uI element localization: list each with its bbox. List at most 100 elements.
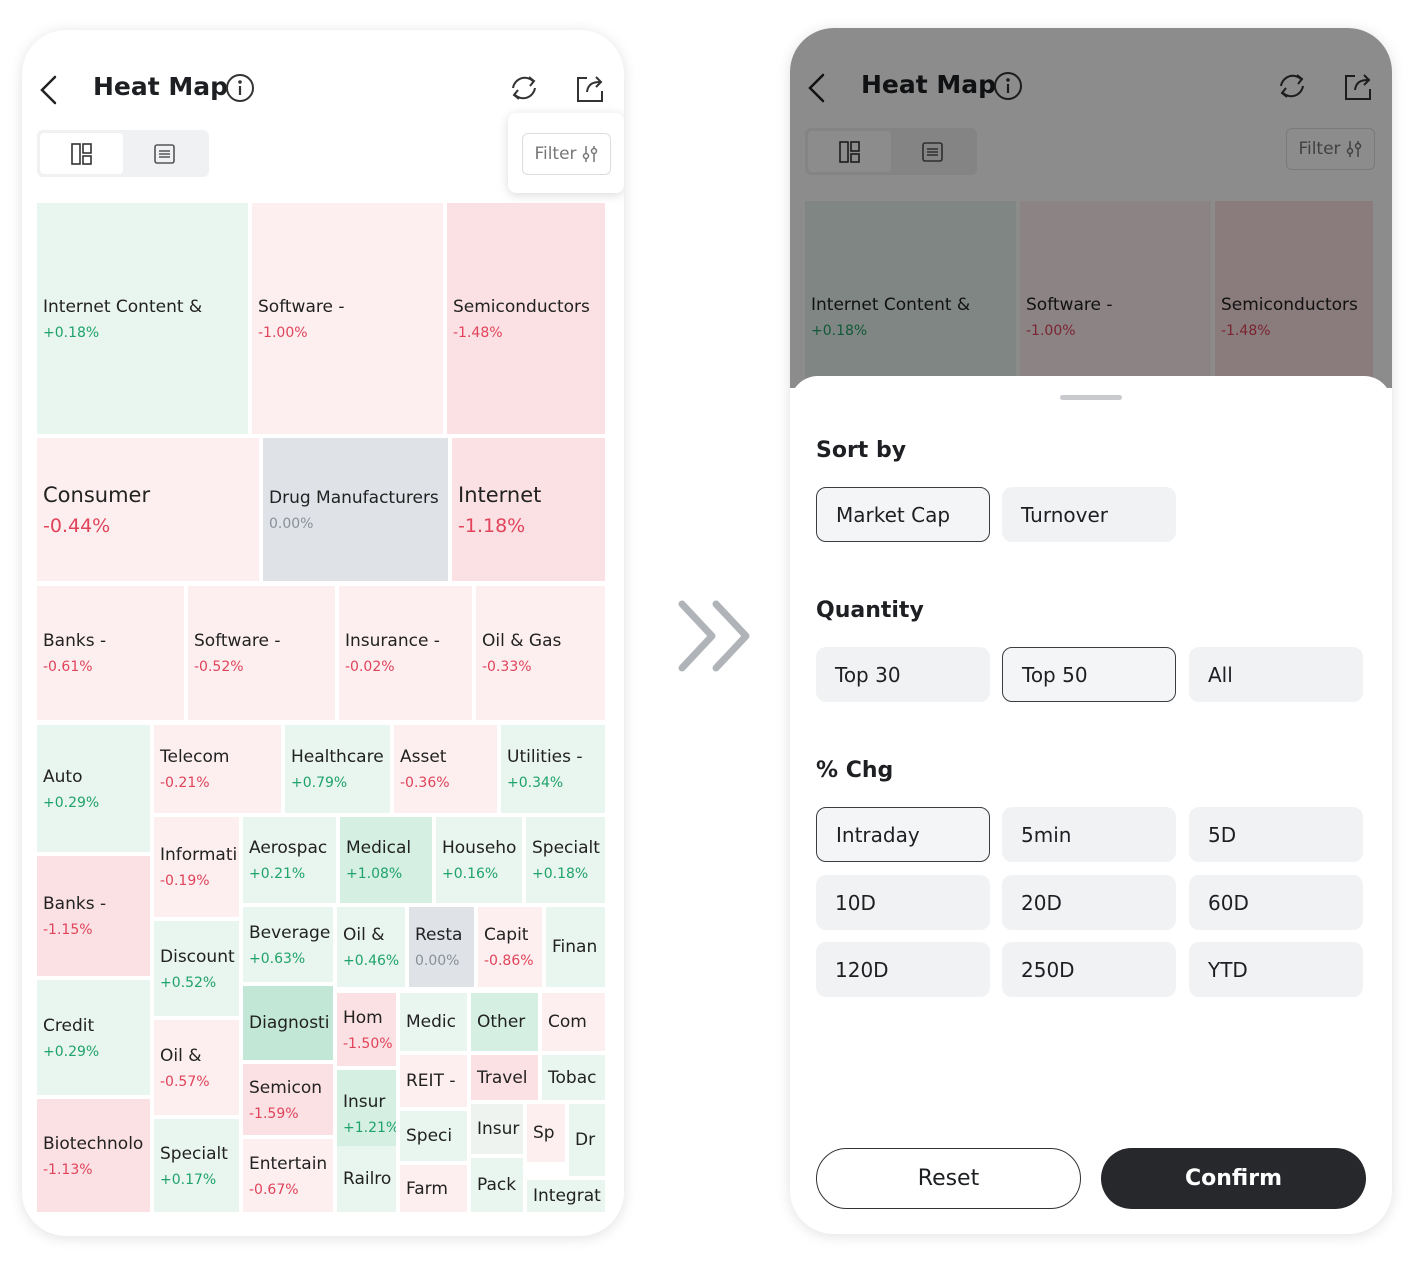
section-title: Quantity (816, 598, 924, 623)
tile[interactable]: Utilities - +0.34% (501, 725, 605, 813)
tile[interactable]: Biotechnolo -1.13% (37, 1099, 150, 1212)
tile[interactable]: Hom -1.50% (337, 993, 396, 1066)
phone-right: Heat Map Filter Internet Content & +0.18% So… (790, 28, 1392, 1234)
tile[interactable]: Specialt +0.17% (154, 1119, 239, 1212)
option-button[interactable]: 120D (816, 942, 990, 997)
tile[interactable]: Beverage +0.63% (243, 907, 333, 982)
tile-chg: +0.29% (43, 1043, 100, 1060)
tile-name: Semicon (249, 1077, 323, 1098)
confirm-button[interactable]: Confirm (1101, 1148, 1366, 1209)
tile[interactable]: Consumer -0.44% (37, 438, 259, 581)
tile[interactable]: Semicon -1.59% (243, 1064, 333, 1135)
tile[interactable]: Resta 0.00% (409, 907, 474, 987)
tile-name: Discount (160, 946, 235, 967)
option-button[interactable]: 250D (1002, 942, 1176, 997)
tile-chg: +0.17% (160, 1171, 217, 1188)
option-button[interactable]: 60D (1189, 875, 1363, 930)
tile-name: Pack (477, 1175, 517, 1195)
tile[interactable]: Insurance - -0.02% (339, 586, 472, 720)
tile-name: Credit (43, 1015, 95, 1036)
tile[interactable]: Software - -0.52% (188, 586, 335, 720)
tile[interactable]: Farm (400, 1165, 467, 1212)
share-icon[interactable] (575, 73, 605, 109)
tile[interactable]: Oil & +0.46% (337, 907, 405, 987)
refresh-icon[interactable] (1277, 71, 1307, 105)
tile-chg: +0.46% (343, 953, 400, 969)
tile[interactable]: Medical +1.08% (340, 817, 432, 903)
option-button[interactable]: 5D (1189, 807, 1363, 862)
option-button[interactable]: Intraday (816, 807, 990, 862)
option-button[interactable]: All (1189, 647, 1363, 702)
tile[interactable]: Oil & Gas -0.33% (476, 586, 605, 720)
tile[interactable]: Speci (400, 1111, 467, 1161)
option-button[interactable]: Market Cap (816, 487, 990, 542)
tile[interactable]: Banks - -0.61% (37, 586, 184, 720)
tile[interactable]: Sp (527, 1104, 565, 1162)
tile[interactable]: REIT - (400, 1055, 467, 1107)
back-icon[interactable] (37, 74, 61, 110)
tile[interactable]: Software - -1.00% (252, 203, 443, 434)
tile[interactable]: Diagnosti (243, 986, 333, 1060)
tile[interactable]: Railro (337, 1146, 396, 1212)
tile-chg: +0.16% (442, 866, 499, 882)
tile[interactable]: Internet Content & +0.18% (37, 203, 248, 434)
tile-chg: -0.33% (482, 659, 532, 675)
tab-treemap[interactable] (808, 131, 891, 172)
tile[interactable]: Aerospac +0.21% (243, 817, 336, 903)
tile-chg: -1.00% (258, 324, 308, 341)
tile[interactable]: Telecom -0.21% (154, 725, 281, 813)
tile[interactable]: Capit -0.86% (478, 907, 542, 987)
filter-button[interactable]: Filter (522, 133, 611, 175)
tile[interactable]: Insur (471, 1104, 523, 1154)
tile[interactable]: Insur +1.21% (337, 1070, 396, 1158)
tile[interactable]: Drug Manufacturers 0.00% (263, 438, 448, 581)
tile[interactable]: Discount +0.52% (154, 921, 239, 1016)
tile[interactable]: Banks - -1.15% (37, 856, 150, 976)
refresh-icon[interactable] (509, 73, 539, 107)
tile[interactable]: Specialt +0.18% (526, 817, 605, 903)
header-title: Heat Map (861, 70, 997, 99)
tile[interactable]: Househo +0.16% (436, 817, 522, 903)
tab-list[interactable] (123, 133, 206, 174)
share-icon[interactable] (1343, 71, 1373, 107)
tile-name: Banks - (43, 631, 107, 651)
option-button[interactable]: Top 50 (1002, 647, 1176, 702)
option-button[interactable]: 5min (1002, 807, 1176, 862)
tile[interactable]: Oil & -0.57% (154, 1020, 239, 1115)
tile-name: Dr (575, 1130, 596, 1150)
option-button[interactable]: 20D (1002, 875, 1176, 930)
info-icon[interactable] (993, 71, 1023, 105)
tile[interactable]: Informati -0.19% (154, 817, 239, 917)
tile[interactable]: Other (471, 993, 538, 1051)
tile[interactable]: Com (542, 993, 605, 1051)
tile-name: Software - (194, 631, 281, 651)
tile[interactable]: Semiconductors -1.48% (447, 203, 605, 434)
dim-overlay (790, 28, 1392, 388)
tile[interactable]: Dr (569, 1104, 605, 1176)
tile[interactable]: Medic (400, 993, 467, 1051)
reset-button[interactable]: Reset (816, 1148, 1081, 1209)
option-button[interactable]: Turnover (1002, 487, 1176, 542)
tile[interactable]: Healthcare +0.79% (285, 725, 390, 813)
tile[interactable]: Credit +0.29% (37, 980, 150, 1095)
tile[interactable]: Internet -1.18% (452, 438, 605, 581)
info-icon[interactable] (225, 73, 255, 107)
back-icon[interactable] (805, 72, 829, 108)
option-button[interactable]: YTD (1189, 942, 1363, 997)
tile[interactable]: Finan (546, 907, 605, 987)
tab-list[interactable] (891, 131, 974, 172)
tile[interactable]: Auto +0.29% (37, 725, 150, 852)
tile[interactable]: Tobac (542, 1055, 605, 1100)
tile-name: Internet Content & (811, 294, 971, 315)
tab-treemap[interactable] (40, 133, 123, 174)
option-button[interactable]: 10D (816, 875, 990, 930)
tile[interactable]: Entertain -0.67% (243, 1139, 333, 1212)
filter-button[interactable]: Filter (1286, 128, 1375, 170)
tile[interactable]: Integrat (527, 1180, 605, 1212)
tile[interactable]: Travel (471, 1055, 538, 1100)
tile[interactable]: Pack (471, 1158, 523, 1212)
tile[interactable]: Asset -0.36% (394, 725, 497, 813)
option-button[interactable]: Top 30 (816, 647, 990, 702)
tile-name: Semiconductors (453, 296, 590, 317)
